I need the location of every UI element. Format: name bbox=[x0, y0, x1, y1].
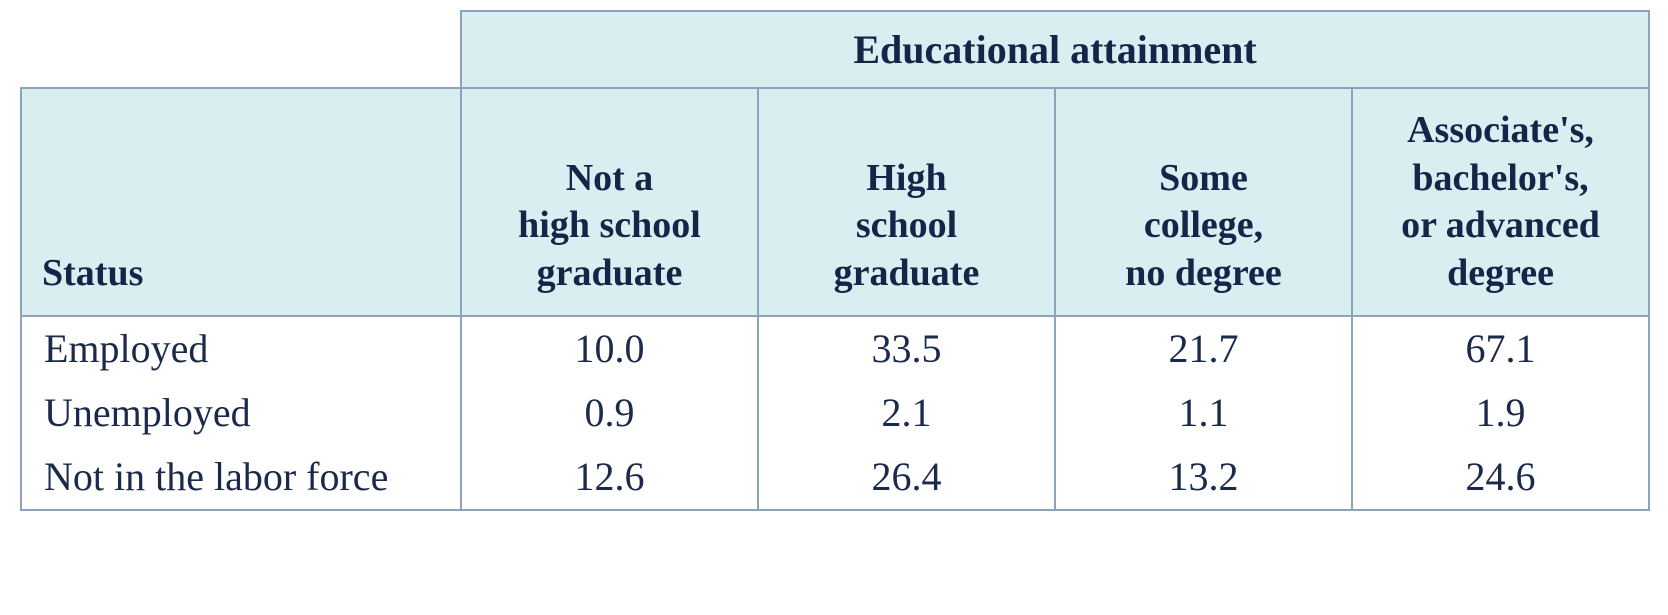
column-header-hs-grad: Highschoolgraduate bbox=[758, 88, 1055, 316]
column-header-assoc-bach-adv: Associate's,bachelor's,or advanceddegree bbox=[1352, 88, 1649, 316]
cell: 0.9 bbox=[461, 381, 758, 445]
column-header-status: Status bbox=[21, 88, 461, 316]
cell: 2.1 bbox=[758, 381, 1055, 445]
cell: 10.0 bbox=[461, 316, 758, 381]
cell: 33.5 bbox=[758, 316, 1055, 381]
table-row: Unemployed 0.9 2.1 1.1 1.9 bbox=[21, 381, 1649, 445]
cell: 26.4 bbox=[758, 445, 1055, 510]
row-label-employed: Employed bbox=[21, 316, 461, 381]
cell: 24.6 bbox=[1352, 445, 1649, 510]
table-row: Not in the labor force 12.6 26.4 13.2 24… bbox=[21, 445, 1649, 510]
cell: 13.2 bbox=[1055, 445, 1352, 510]
table-row: Employed 10.0 33.5 21.7 67.1 bbox=[21, 316, 1649, 381]
column-header-not-hs-grad: Not ahigh schoolgraduate bbox=[461, 88, 758, 316]
cell: 1.9 bbox=[1352, 381, 1649, 445]
cell: 21.7 bbox=[1055, 316, 1352, 381]
column-header-some-college: Somecollege,no degree bbox=[1055, 88, 1352, 316]
cell: 1.1 bbox=[1055, 381, 1352, 445]
row-label-not-in-labor-force: Not in the labor force bbox=[21, 445, 461, 510]
education-employment-table: Educational attainment Status Not ahigh … bbox=[20, 10, 1650, 511]
cell: 12.6 bbox=[461, 445, 758, 510]
blank-corner bbox=[21, 11, 461, 88]
cell: 67.1 bbox=[1352, 316, 1649, 381]
span-header-educational-attainment: Educational attainment bbox=[461, 11, 1649, 88]
row-label-unemployed: Unemployed bbox=[21, 381, 461, 445]
